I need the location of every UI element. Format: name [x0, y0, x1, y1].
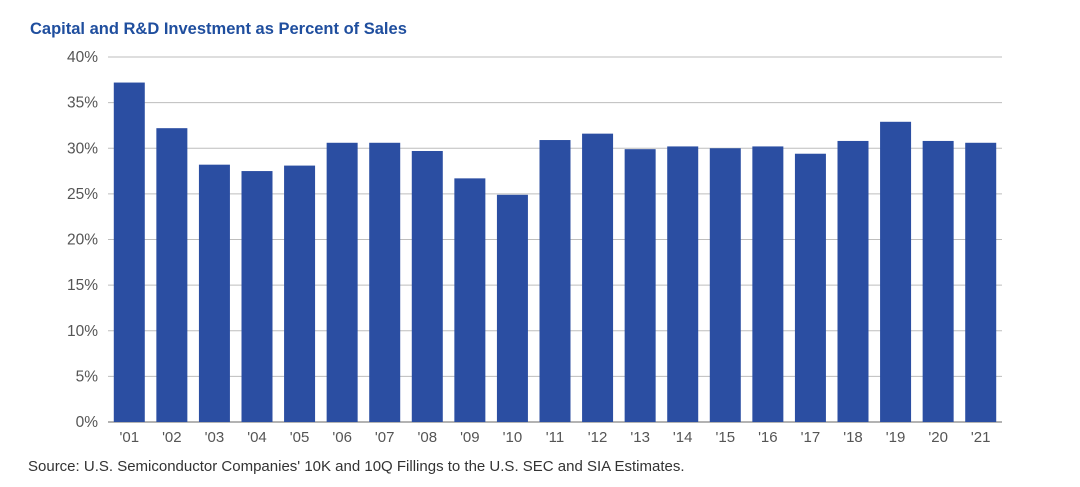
y-tick-label: 30%: [67, 140, 98, 157]
y-tick-label: 10%: [67, 323, 98, 340]
y-tick-label: 0%: [76, 414, 99, 431]
x-tick-label: '05: [290, 429, 310, 446]
x-tick-label: '08: [418, 429, 438, 446]
bars: [113, 82, 997, 423]
x-tick-label: '01: [120, 429, 140, 446]
bar-05: [284, 165, 316, 422]
y-tick-label: 20%: [67, 232, 98, 249]
bar-13: [624, 149, 656, 422]
bar-07: [369, 142, 401, 422]
x-axis-ticks: '01 '02 '03 '04 '05 '06 '07 '08 '09 '10 '11 '12 '13 '…: [120, 429, 991, 446]
x-tick-label: '03: [205, 429, 225, 446]
x-tick-label: '06: [332, 429, 352, 446]
x-tick-label: '17: [801, 429, 821, 446]
x-tick-label: '15: [716, 429, 736, 446]
bar-04: [241, 171, 273, 422]
bar-08: [411, 150, 443, 423]
bar-21: [965, 142, 997, 422]
chart-title: Capital and R&D Investment as Percent of…: [30, 20, 407, 38]
x-tick-label: '10: [503, 429, 523, 446]
bar-02: [156, 128, 188, 423]
y-tick-label: 25%: [67, 186, 98, 203]
bar-14: [667, 146, 699, 423]
x-tick-label: '07: [375, 429, 395, 446]
bar-12: [582, 133, 614, 422]
x-tick-label: '12: [588, 429, 608, 446]
x-tick-label: '04: [247, 429, 267, 446]
x-tick-label: '20: [928, 429, 948, 446]
bar-10: [496, 194, 528, 422]
bar-20: [922, 140, 954, 422]
bar-16: [752, 146, 784, 423]
y-tick-label: 15%: [67, 277, 98, 294]
bar-03: [198, 164, 230, 423]
bar-06: [326, 142, 358, 422]
y-tick-label: 40%: [67, 49, 98, 66]
x-tick-label: '21: [971, 429, 991, 446]
y-axis-ticks: 0% 5% 10% 15% 20% 25% 30% 35% 40%: [67, 49, 98, 431]
y-tick-label: 5%: [76, 368, 99, 385]
bar-01: [113, 82, 145, 423]
y-tick-label: 35%: [67, 95, 98, 112]
x-tick-label: '02: [162, 429, 182, 446]
source-note: Source: U.S. Semiconductor Companies' 10…: [28, 458, 685, 475]
x-tick-label: '11: [546, 429, 564, 446]
x-tick-label: '18: [843, 429, 863, 446]
x-tick-label: '14: [673, 429, 693, 446]
bar-18: [837, 140, 869, 422]
bar-09: [454, 178, 486, 422]
x-tick-label: '13: [630, 429, 650, 446]
x-tick-label: '19: [886, 429, 906, 446]
x-tick-label: '09: [460, 429, 480, 446]
bar-19: [880, 121, 912, 422]
bar-17: [794, 153, 826, 422]
bar-15: [709, 148, 741, 422]
x-tick-label: '16: [758, 429, 778, 446]
bar-11: [539, 140, 571, 422]
